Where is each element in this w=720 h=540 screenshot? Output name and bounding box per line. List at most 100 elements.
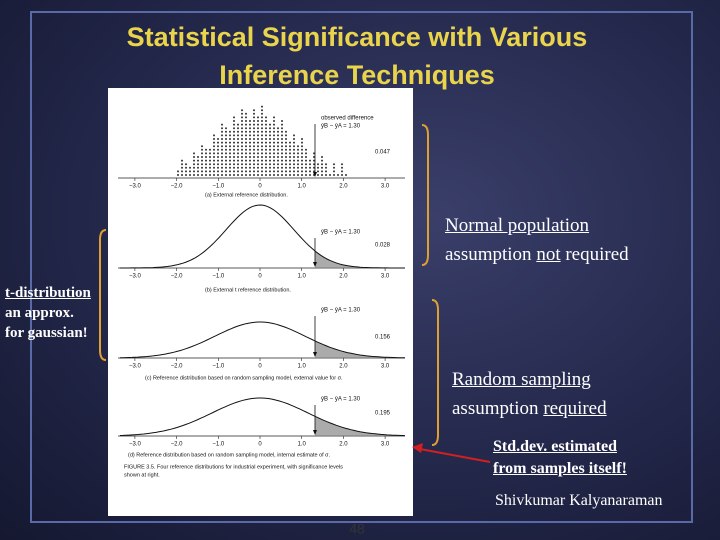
dot: [297, 170, 299, 173]
dot: [281, 130, 283, 133]
dot: [225, 163, 227, 166]
annotation-text: assumption: [445, 244, 537, 265]
dot: [257, 159, 259, 162]
axis-label: −3.0: [129, 442, 142, 448]
dot: [265, 170, 267, 173]
dot: [241, 148, 243, 151]
significance: 0.047: [375, 150, 391, 156]
dot: [213, 166, 215, 169]
dot: [241, 174, 243, 176]
dot: [261, 152, 263, 155]
dot: [261, 105, 263, 108]
dot: [249, 134, 251, 137]
axis-label: −3.0: [129, 184, 142, 190]
dot: [301, 148, 303, 151]
dot: [249, 127, 251, 130]
dot: [221, 170, 223, 173]
dot: [265, 141, 267, 144]
dot: [277, 156, 279, 158]
dot: [249, 152, 251, 155]
dot: [261, 148, 263, 151]
dot: [333, 174, 335, 176]
dot: [237, 123, 239, 126]
dot: [257, 134, 259, 137]
dot: [213, 134, 215, 137]
dot: [293, 166, 295, 169]
tail-area: [315, 340, 405, 358]
dot: [193, 166, 195, 169]
dot: [277, 138, 279, 140]
annotation: Normal population: [445, 212, 589, 240]
dot: [261, 127, 263, 130]
axis-label: −1.0: [212, 274, 225, 280]
dot: [245, 156, 247, 158]
dot: [197, 170, 199, 173]
dot: [321, 163, 323, 166]
axis-label: −3.0: [129, 364, 142, 370]
dot: [249, 138, 251, 140]
dot: [229, 148, 231, 151]
axis-label: 0: [258, 184, 262, 190]
curve: [120, 204, 405, 269]
dot: [193, 152, 195, 155]
axis-label: −2.0: [171, 442, 184, 448]
dot: [197, 166, 199, 169]
arrowhead: [412, 443, 423, 453]
dot: [257, 174, 259, 176]
dot: [245, 127, 247, 130]
dot: [273, 141, 275, 144]
dot: [269, 166, 271, 169]
dot: [245, 116, 247, 119]
dot: [297, 163, 299, 166]
dot: [301, 170, 303, 173]
dot: [305, 170, 307, 173]
dot: [197, 163, 199, 166]
dot: [285, 159, 287, 162]
dot: [237, 174, 239, 176]
dot: [245, 159, 247, 162]
annotation-text: an approx.: [5, 305, 74, 321]
dot: [265, 116, 267, 119]
dot: [221, 159, 223, 162]
dot: [225, 170, 227, 173]
dot: [273, 130, 275, 133]
dot: [321, 159, 323, 162]
axis-label: −3.0: [129, 274, 142, 280]
dot: [237, 166, 239, 169]
dot: [269, 130, 271, 133]
dot: [285, 156, 287, 158]
axis-label: 2.0: [339, 274, 348, 280]
dot: [229, 138, 231, 140]
panel-caption: (b) External t reference distribution.: [205, 287, 291, 293]
dot: [237, 134, 239, 137]
page-number: 48: [349, 521, 365, 537]
dot: [241, 127, 243, 130]
dot: [241, 170, 243, 173]
dot: [257, 166, 259, 169]
dot: [261, 159, 263, 162]
dot: [277, 127, 279, 130]
dot: [225, 166, 227, 169]
dot: [177, 170, 179, 173]
axis-label: 3.0: [381, 442, 390, 448]
dot: [245, 163, 247, 166]
dot: [221, 156, 223, 158]
difference-label: ȳB − ȳA = 1.30: [321, 397, 361, 403]
dot: [237, 145, 239, 148]
dot: [261, 120, 263, 122]
dot: [265, 138, 267, 140]
dot: [293, 174, 295, 176]
dot: [229, 145, 231, 148]
dot: [289, 159, 291, 162]
dot: [325, 174, 327, 176]
dot: [253, 145, 255, 148]
dot: [297, 159, 299, 162]
dot: [249, 166, 251, 169]
dot: [205, 156, 207, 158]
dot: [253, 123, 255, 126]
dot: [301, 159, 303, 162]
dot: [233, 127, 235, 130]
dot: [249, 120, 251, 122]
figure-note: observed difference: [321, 116, 374, 122]
dot: [217, 145, 219, 148]
